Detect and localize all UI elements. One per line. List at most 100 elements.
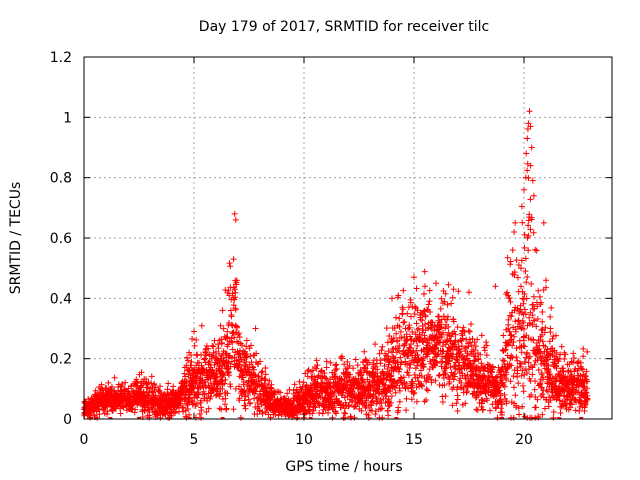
data-point — [452, 331, 459, 338]
data-point — [225, 287, 232, 294]
data-point — [506, 295, 513, 302]
data-point — [246, 345, 253, 352]
data-point — [386, 332, 393, 339]
data-point — [259, 368, 266, 375]
data-point — [341, 394, 348, 401]
data-point — [552, 353, 559, 360]
data-point — [193, 401, 200, 408]
data-point — [357, 372, 364, 379]
data-point — [184, 405, 191, 412]
data-point — [460, 324, 467, 331]
data-point — [218, 340, 225, 347]
x-tick-label: 15 — [405, 432, 423, 448]
data-point — [385, 348, 392, 355]
data-point — [377, 396, 384, 403]
data-point — [518, 257, 525, 264]
data-point — [459, 359, 466, 366]
data-point — [228, 321, 235, 328]
data-point — [552, 332, 559, 339]
data-point — [523, 279, 530, 286]
data-point — [312, 404, 319, 411]
data-point — [261, 380, 268, 387]
data-point — [402, 325, 409, 332]
data-point — [296, 378, 303, 385]
data-point — [581, 383, 588, 390]
data-point — [243, 343, 250, 350]
data-point — [571, 355, 578, 362]
data-point — [520, 388, 527, 395]
data-point — [526, 108, 533, 115]
data-point — [466, 328, 473, 335]
data-point — [134, 380, 141, 387]
data-point — [145, 379, 152, 386]
data-point — [382, 382, 389, 389]
data-point — [568, 401, 575, 408]
data-point — [401, 340, 408, 347]
data-point — [576, 408, 583, 415]
data-point — [557, 351, 564, 358]
baseline-marker — [557, 417, 562, 419]
data-point — [261, 375, 268, 382]
data-point — [533, 323, 540, 330]
data-point — [584, 378, 591, 385]
data-point — [372, 394, 379, 401]
data-point — [513, 354, 520, 361]
data-point — [227, 383, 234, 390]
data-point — [321, 370, 328, 377]
data-point — [243, 353, 250, 360]
data-point — [518, 203, 525, 210]
data-point — [236, 395, 243, 402]
data-point — [221, 380, 228, 387]
data-point — [475, 356, 482, 363]
data-point — [377, 357, 384, 364]
data-point — [233, 338, 240, 345]
data-point — [226, 292, 233, 299]
data-point — [205, 345, 212, 352]
data-point — [530, 337, 537, 344]
data-point — [428, 319, 435, 326]
data-point — [508, 362, 515, 369]
data-point — [540, 219, 547, 226]
data-point — [462, 400, 469, 407]
data-point — [405, 304, 412, 311]
data-point — [524, 126, 531, 133]
data-point — [333, 366, 340, 373]
data-point — [442, 341, 449, 348]
data-point — [400, 374, 407, 381]
data-point — [528, 144, 535, 151]
data-point — [463, 389, 470, 396]
data-point — [534, 396, 541, 403]
data-point — [453, 400, 460, 407]
data-point — [388, 399, 395, 406]
data-point — [247, 399, 254, 406]
data-point — [240, 379, 247, 386]
data-point — [234, 324, 241, 331]
data-point — [404, 310, 411, 317]
data-point — [493, 374, 500, 381]
data-point — [426, 373, 433, 380]
data-point — [132, 406, 139, 413]
data-point — [346, 362, 353, 369]
data-point — [526, 366, 533, 373]
data-point — [568, 371, 575, 378]
data-point — [396, 398, 403, 405]
data-point — [510, 414, 517, 421]
data-point — [379, 405, 386, 412]
data-point — [515, 405, 522, 412]
data-point — [470, 362, 477, 369]
data-point — [511, 228, 518, 235]
data-point — [267, 384, 274, 391]
data-point — [536, 293, 543, 300]
data-point — [502, 346, 509, 353]
data-point — [411, 274, 417, 281]
data-point — [391, 354, 398, 361]
data-point — [525, 232, 532, 239]
data-point — [522, 358, 529, 365]
data-point — [319, 394, 326, 401]
data-point — [507, 378, 514, 385]
data-point — [439, 358, 446, 365]
data-point — [572, 407, 579, 414]
data-point — [231, 286, 238, 293]
data-point — [547, 397, 554, 404]
data-point — [458, 379, 465, 386]
